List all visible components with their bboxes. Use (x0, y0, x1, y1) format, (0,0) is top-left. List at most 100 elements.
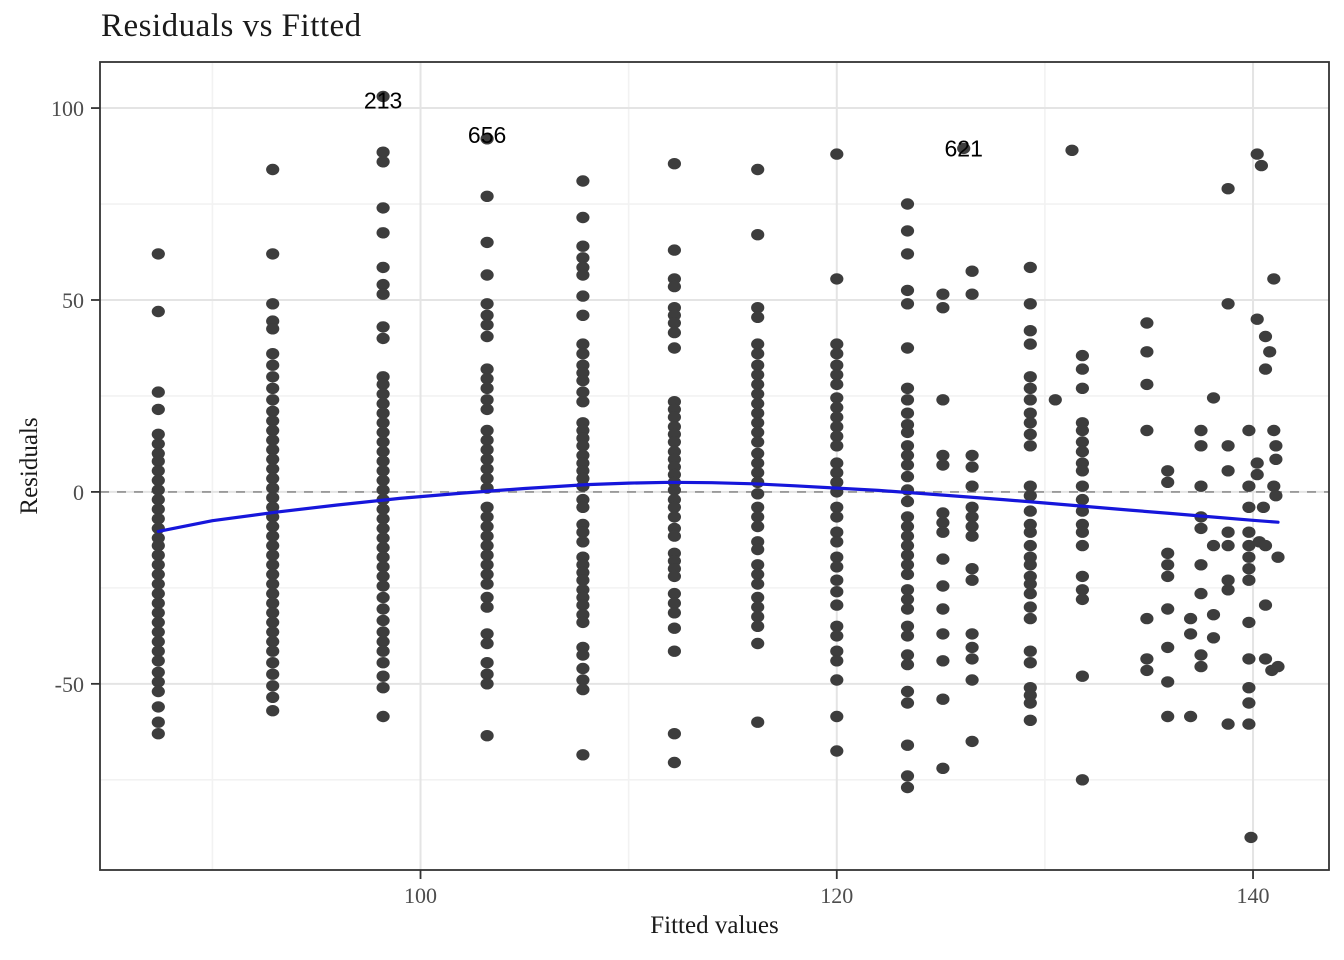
data-point (900, 620, 915, 632)
data-point (480, 511, 494, 523)
data-point (830, 745, 844, 757)
data-point (480, 330, 494, 343)
data-point (1242, 539, 1256, 552)
data-point (266, 568, 280, 581)
data-point (151, 403, 165, 416)
data-point (965, 461, 979, 473)
data-point (576, 662, 590, 675)
data-point (1075, 424, 1089, 437)
data-point (151, 701, 165, 713)
data-point (376, 407, 390, 419)
data-point (936, 553, 950, 565)
data-point (900, 781, 915, 794)
data-point (1244, 831, 1258, 844)
data-point (576, 599, 590, 611)
data-point (751, 488, 765, 500)
data-point (667, 728, 682, 740)
data-point (667, 530, 682, 542)
data-point (900, 630, 915, 642)
data-point (576, 211, 590, 224)
data-point (965, 653, 979, 665)
data-point (1258, 330, 1273, 343)
data-point (957, 142, 971, 155)
data-point (1161, 641, 1175, 654)
data-point (151, 607, 165, 619)
data-point (900, 248, 915, 260)
data-point (667, 570, 682, 583)
data-point (965, 735, 979, 748)
data-point (1023, 526, 1037, 538)
data-point (1242, 551, 1256, 563)
data-point (1140, 612, 1154, 625)
data-point (830, 620, 844, 632)
data-point (576, 175, 590, 187)
data-point (1023, 298, 1037, 310)
data-point (1075, 436, 1089, 448)
data-point (1023, 428, 1037, 440)
data-point (266, 607, 280, 619)
data-point (936, 580, 950, 592)
data-point (751, 447, 765, 460)
data-point (965, 265, 979, 277)
data-point (900, 225, 915, 237)
data-point (1161, 547, 1175, 559)
data-point (480, 520, 494, 533)
data-point (751, 637, 765, 650)
data-point (965, 501, 979, 513)
data-point (376, 455, 390, 467)
data-point (1023, 407, 1037, 419)
data-point (1242, 718, 1256, 730)
data-point (1258, 363, 1273, 375)
data-point (1206, 609, 1221, 621)
data-point (667, 501, 682, 513)
data-point (266, 371, 280, 383)
data-point (1140, 378, 1154, 391)
data-point (900, 559, 915, 571)
data-point (751, 501, 765, 513)
data-point (1194, 559, 1208, 571)
data-point (266, 530, 280, 542)
data-point (376, 397, 390, 410)
data-point (830, 599, 844, 611)
data-point (480, 628, 494, 640)
data-point (480, 236, 494, 249)
data-point (1023, 505, 1037, 517)
data-point (900, 520, 915, 533)
data-point (1194, 424, 1208, 437)
data-point (151, 568, 165, 581)
data-point (1221, 465, 1235, 477)
data-point (266, 424, 280, 437)
data-point (830, 273, 844, 285)
data-point (480, 463, 494, 475)
data-point (830, 561, 844, 573)
data-point (1023, 440, 1037, 452)
data-point (266, 559, 280, 571)
data-point (830, 536, 844, 548)
data-point (151, 455, 165, 467)
data-point (667, 436, 682, 448)
data-point (900, 407, 915, 419)
data-point (151, 484, 165, 496)
data-point (1161, 570, 1175, 583)
data-point (1242, 480, 1256, 492)
data-point (576, 649, 590, 661)
data-point (667, 326, 682, 339)
data-point (266, 626, 280, 638)
data-point (576, 240, 590, 252)
data-point (376, 321, 390, 333)
data-point (830, 359, 844, 371)
y-tick-label: 100 (51, 96, 84, 121)
data-point (830, 421, 844, 433)
data-point (376, 635, 390, 648)
data-point (480, 444, 494, 456)
data-point (376, 682, 390, 694)
data-point (830, 551, 844, 563)
data-point (480, 472, 494, 485)
data-point (936, 693, 950, 705)
data-point (1221, 526, 1235, 538)
data-point (266, 597, 280, 609)
data-point (1258, 599, 1273, 611)
data-point (1023, 559, 1037, 571)
data-point (830, 430, 844, 442)
data-point (151, 493, 165, 506)
